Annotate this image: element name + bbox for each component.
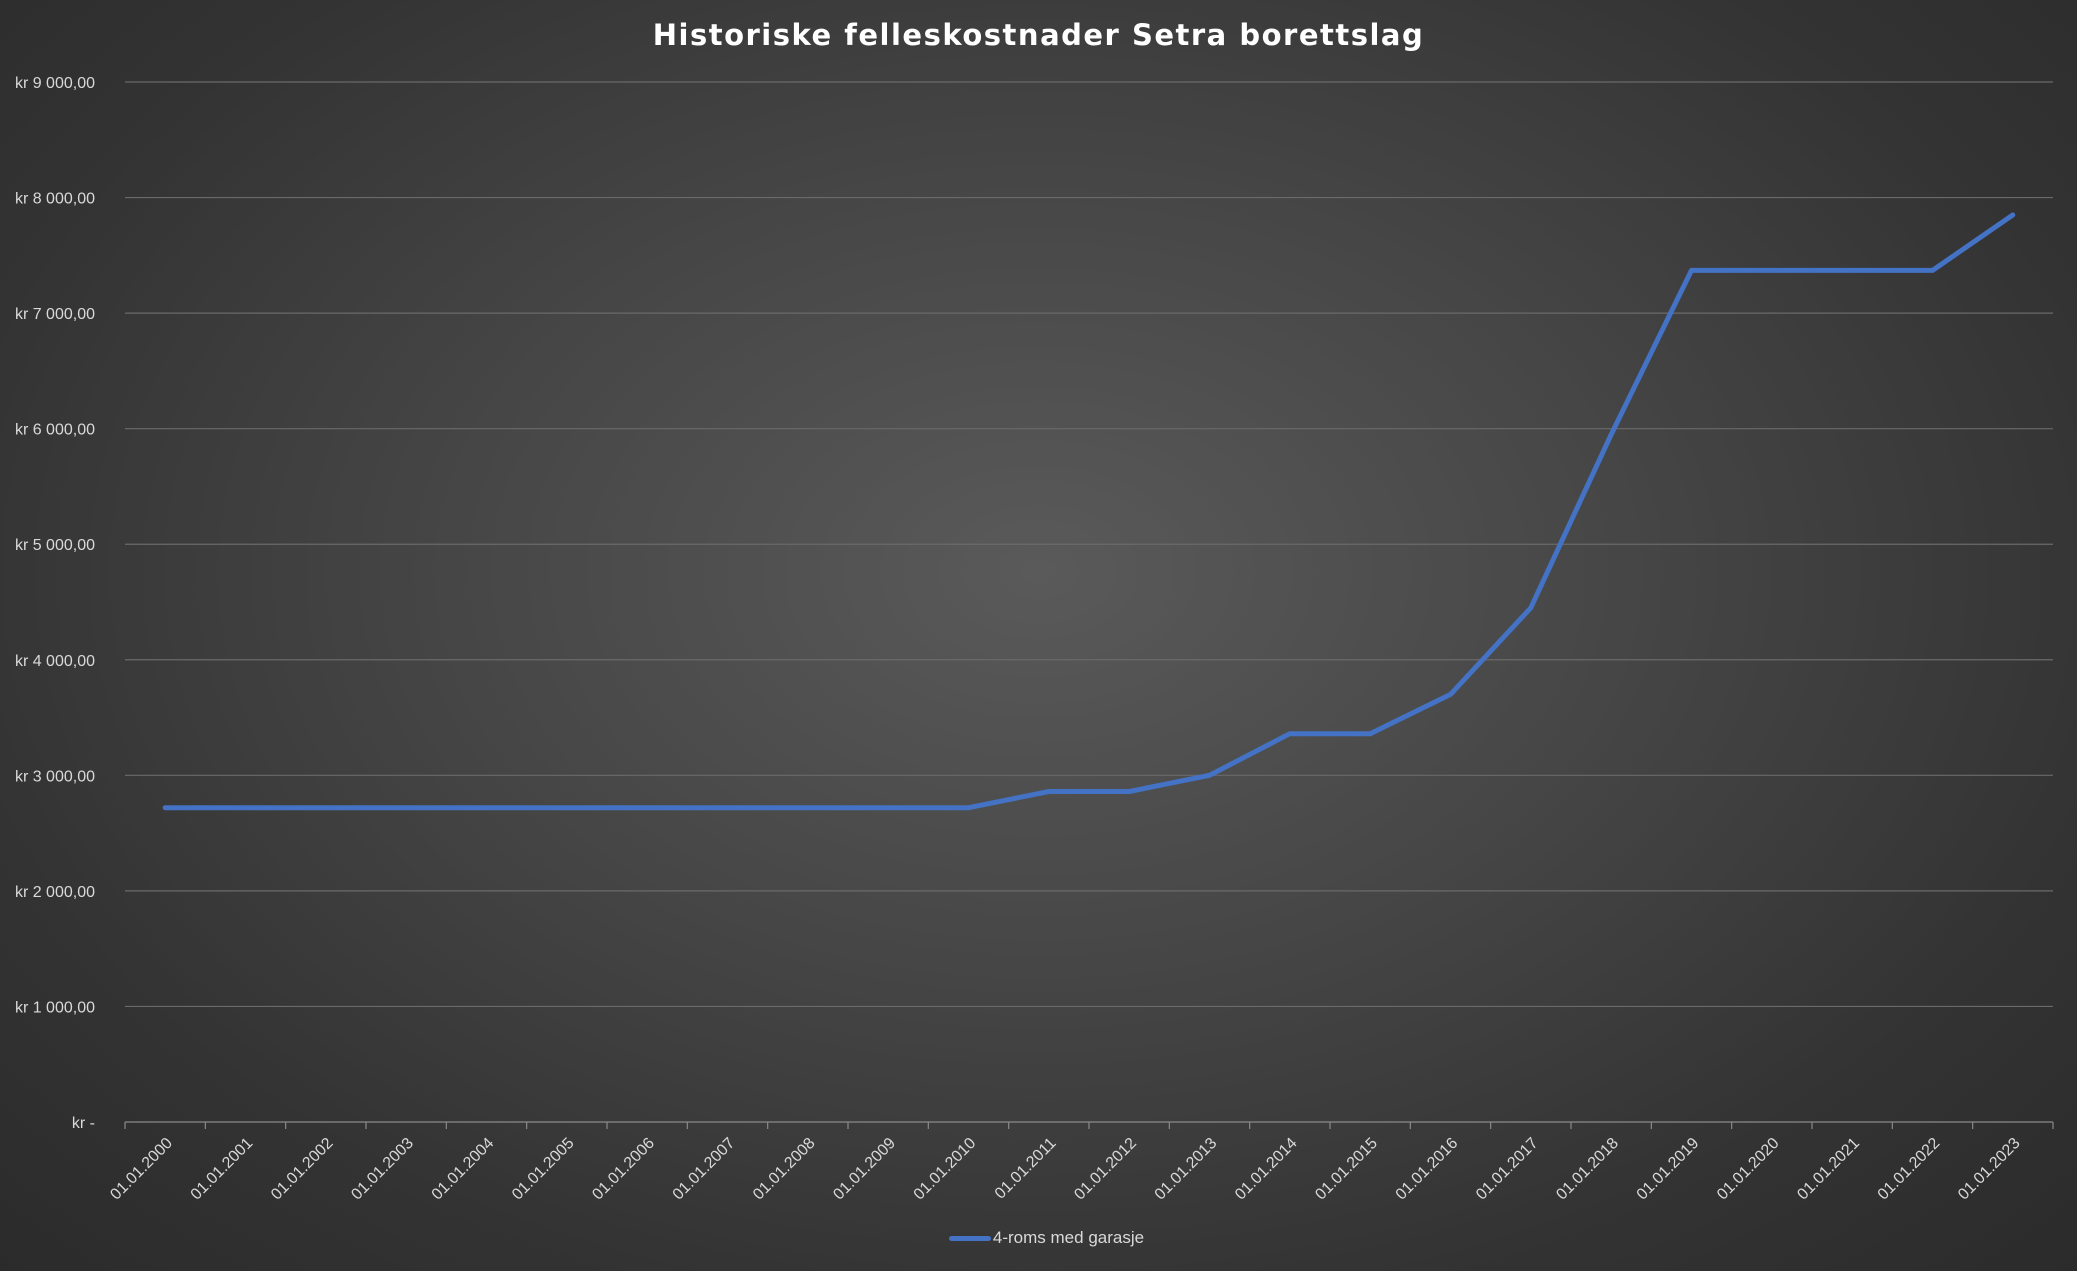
x-tick-label: 01.01.2012 (1071, 1135, 1140, 1204)
y-tick-label: kr 8 000,00 (15, 191, 95, 208)
x-tick-label: 01.01.2015 (1312, 1135, 1381, 1204)
x-tick-label: 01.01.2006 (589, 1135, 658, 1204)
y-tick-label: kr - (72, 1115, 95, 1132)
y-tick-label: kr 5 000,00 (15, 537, 95, 554)
x-tick-label: 01.01.2020 (1714, 1135, 1783, 1204)
x-tick-label: 01.01.2016 (1393, 1135, 1462, 1204)
x-tick-label: 01.01.2007 (670, 1135, 739, 1204)
y-tick-label: kr 1 000,00 (15, 999, 95, 1016)
x-tick-label: 01.01.2022 (1875, 1135, 1944, 1204)
y-tick-label: kr 7 000,00 (15, 306, 95, 323)
x-tick-label: 01.01.2004 (429, 1135, 498, 1204)
x-tick-label: 01.01.2014 (1232, 1135, 1301, 1204)
y-tick-label: kr 3 000,00 (15, 768, 95, 785)
x-tick-label: 01.01.2000 (107, 1135, 176, 1204)
y-tick-label: kr 6 000,00 (15, 422, 95, 439)
legend: 4-roms med garasje (0, 1228, 2077, 1248)
x-tick-label: 01.01.2009 (830, 1135, 899, 1204)
y-tick-label: kr 2 000,00 (15, 884, 95, 901)
series-line (162, 212, 2016, 811)
x-tick-label: 01.01.2011 (992, 1135, 1060, 1203)
x-tick-label: 01.01.2023 (1955, 1135, 2024, 1204)
x-tick-label: 01.01.2001 (188, 1135, 257, 1204)
x-tick-label: 01.01.2010 (911, 1135, 980, 1204)
x-tick-label: 01.01.2002 (268, 1135, 337, 1204)
y-tick-label: kr 9 000,00 (15, 75, 95, 92)
x-tick-label: 01.01.2003 (348, 1135, 417, 1204)
x-tick-label: 01.01.2008 (750, 1135, 819, 1204)
x-tick-label: 01.01.2021 (1794, 1135, 1863, 1204)
legend-label: 4-roms med garasje (992, 1228, 1145, 1247)
legend-swatch (948, 1235, 991, 1241)
chart-title: Historiske felleskostnader Setra boretts… (652, 18, 1425, 52)
x-tick-label: 01.01.2018 (1553, 1135, 1622, 1204)
x-tick-label: 01.01.2005 (509, 1135, 578, 1204)
x-tick-label: 01.01.2013 (1152, 1135, 1221, 1204)
x-tick-label: 01.01.2017 (1473, 1135, 1542, 1204)
x-tick-label: 01.01.2019 (1634, 1135, 1703, 1204)
y-tick-label: kr 4 000,00 (15, 653, 95, 670)
